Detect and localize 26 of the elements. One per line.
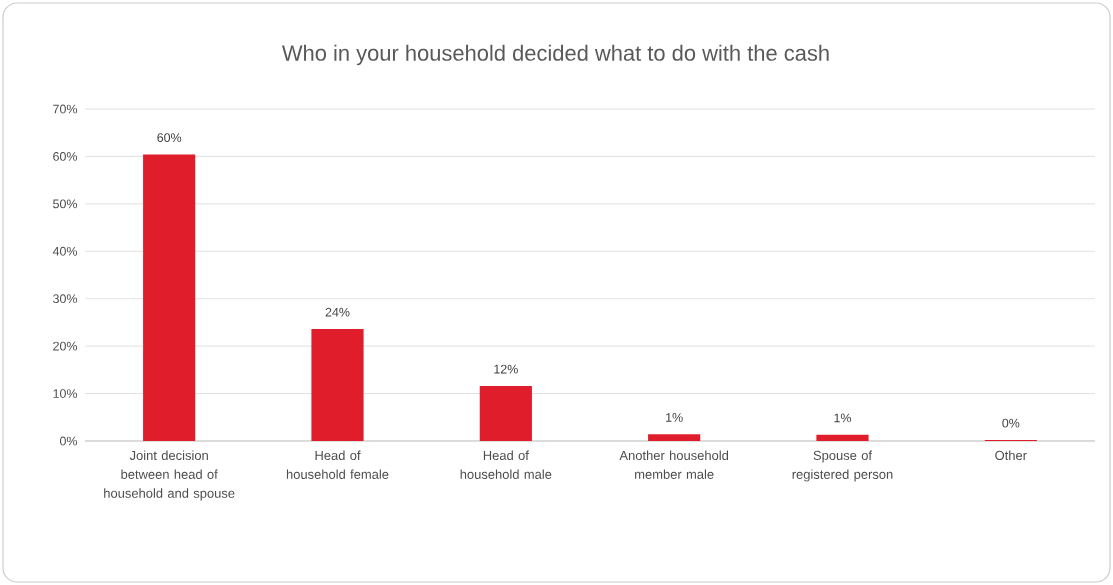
y-tick-label: 40% xyxy=(52,246,78,256)
x-tick-label: Spouse of registered person xyxy=(792,450,893,482)
x-tick-label: Other xyxy=(995,450,1027,461)
bar xyxy=(816,434,869,441)
y-tick-label: 20% xyxy=(53,341,78,351)
data-label: 60% xyxy=(157,133,182,142)
y-tick-label: 60% xyxy=(53,152,78,161)
data-label: 0% xyxy=(1002,418,1020,428)
x-tick-label: Another household member male xyxy=(619,450,729,479)
bar xyxy=(479,385,532,441)
data-label: 12% xyxy=(494,364,518,374)
y-tick-label: 70% xyxy=(53,104,78,114)
y-tick-label: 10% xyxy=(53,389,78,398)
x-tick-label: Joint decision between head of household and spouse xyxy=(104,450,235,501)
x-tick-label: Head of household male xyxy=(460,450,552,479)
y-tick-label: 0% xyxy=(59,436,78,446)
bar xyxy=(143,154,196,441)
y-tick-label: 50% xyxy=(53,199,78,209)
bar xyxy=(648,434,701,441)
bar xyxy=(311,329,364,441)
data-label: 24% xyxy=(325,307,350,317)
data-label: 1% xyxy=(666,413,683,422)
x-tick-label: Head of household female xyxy=(286,450,389,479)
y-tick-label: 30% xyxy=(53,294,78,304)
data-label: 1% xyxy=(834,413,852,423)
chart-title: Who in your household decided what to do with the cash xyxy=(281,44,829,66)
